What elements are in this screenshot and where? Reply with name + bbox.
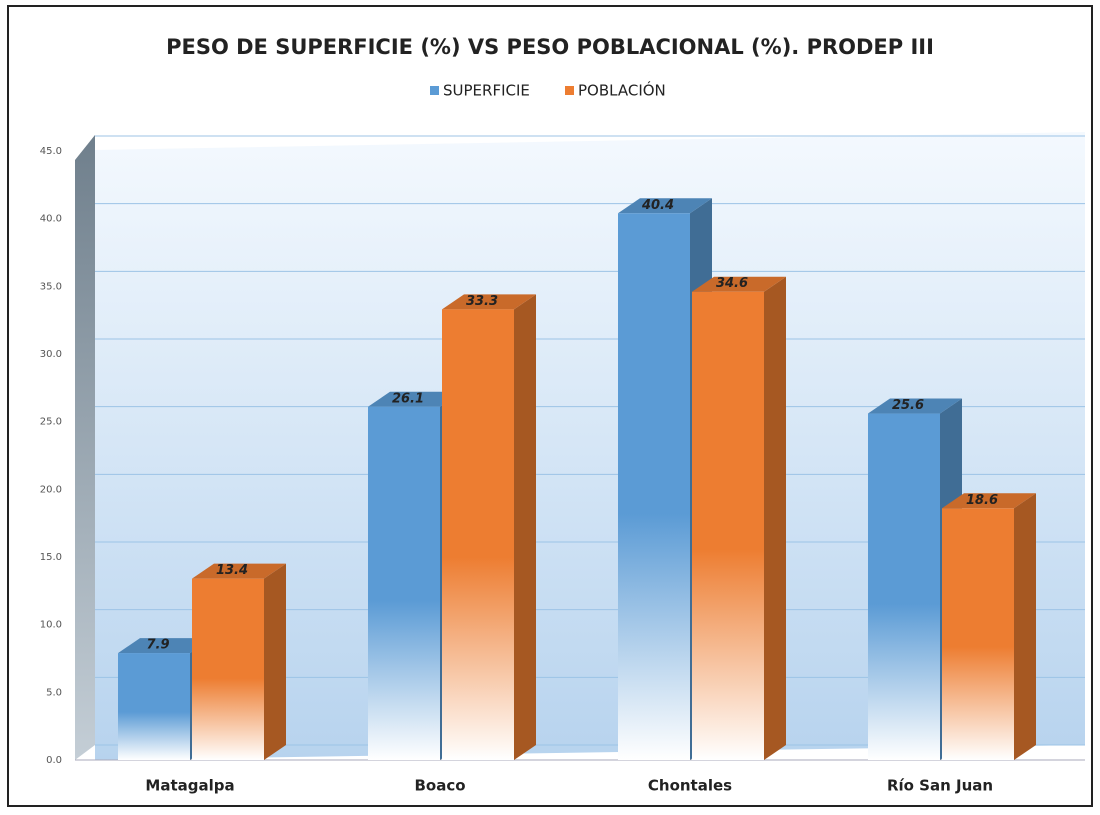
value-label: 25.6 [892,398,924,413]
bar-side [264,563,286,760]
y-tick-label: 10.0 [40,620,62,631]
bar-top [942,493,1036,509]
x-tick-label: Río San Juan [887,777,993,795]
y-tick-label: 35.0 [40,281,62,292]
bar [192,578,264,760]
bar-top [442,294,536,310]
value-label: 7.9 [146,638,169,653]
bar [692,291,764,760]
legend-swatch [565,86,574,95]
legend-label: POBLACIÓN [578,81,666,100]
bar [368,406,440,760]
bar-top [192,563,286,579]
legend-swatch [430,86,439,95]
bar [442,309,514,760]
bar-top [868,398,962,414]
y-tick-label: 15.0 [40,552,62,563]
value-label: 26.1 [392,391,424,406]
value-label: 13.4 [216,563,248,578]
value-label: 18.6 [966,493,998,508]
chart-title: PESO DE SUPERFICIE (%) VS PESO POBLACION… [166,35,934,59]
y-tick-label: 0.0 [46,755,62,766]
bar-side [514,294,536,760]
bar-side [1014,493,1036,760]
value-label: 40.4 [641,198,674,213]
y-tick-label: 20.0 [40,484,62,495]
y-tick-label: 45.0 [40,146,62,157]
bar [942,508,1014,760]
bar-top [118,638,212,654]
x-tick-label: Chontales [648,777,732,795]
bar [618,213,690,761]
y-tick-label: 25.0 [40,417,62,428]
y-tick-label: 5.0 [46,687,62,698]
back-wall [95,132,1085,760]
x-tick-label: Matagalpa [145,777,234,795]
legend-label: SUPERFICIE [443,82,530,100]
bar [118,653,190,760]
value-label: 34.6 [716,276,748,291]
bar-top [692,276,786,292]
bar [868,413,940,760]
value-label: 33.3 [466,294,498,309]
bar-top [618,198,712,214]
y-tick-label: 30.0 [40,349,62,360]
y-tick-label: 40.0 [40,214,62,225]
x-tick-label: Boaco [414,777,465,795]
side-wall [75,135,95,760]
bar-side [764,276,786,760]
bar-top [368,391,462,407]
